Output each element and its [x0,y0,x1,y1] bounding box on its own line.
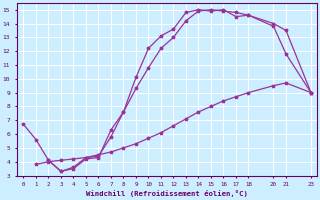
X-axis label: Windchill (Refroidissement éolien,°C): Windchill (Refroidissement éolien,°C) [86,190,248,197]
